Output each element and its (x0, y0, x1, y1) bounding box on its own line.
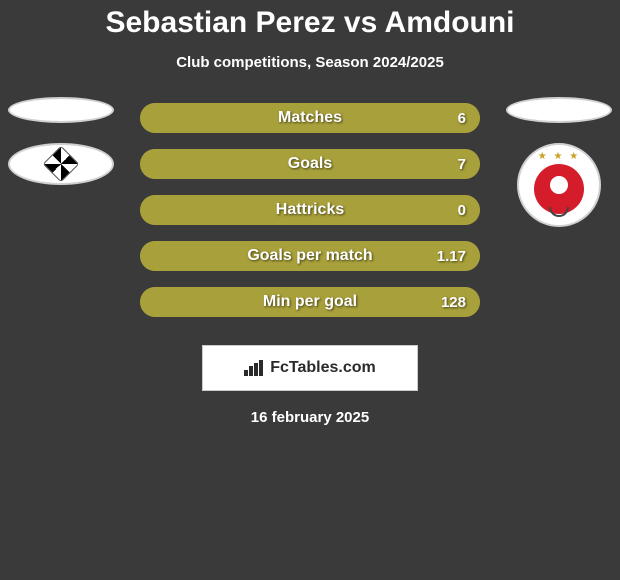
left-badges (8, 97, 114, 185)
stat-bar-matches: Matches 6 (140, 103, 480, 133)
stat-value: 128 (441, 294, 466, 311)
player-placeholder-left (8, 97, 114, 123)
footer-brand-text: FcTables.com (270, 359, 376, 377)
stats-area: Matches 6 Goals 7 Hattricks 0 Goals per … (0, 103, 620, 317)
stat-label: Goals (288, 155, 332, 173)
stat-label: Hattricks (276, 201, 344, 219)
stat-bar-hattricks: Hattricks 0 (140, 195, 480, 225)
stat-label: Min per goal (263, 293, 357, 311)
stat-bar-goals: Goals 7 (140, 149, 480, 179)
benfica-wheel-icon (549, 207, 569, 217)
stat-label: Goals per match (247, 247, 372, 265)
stat-value: 6 (458, 110, 466, 127)
stat-value: 0 (458, 202, 466, 219)
boavista-crest-icon (43, 146, 80, 183)
stat-bars: Matches 6 Goals 7 Hattricks 0 Goals per … (140, 103, 480, 317)
stat-value: 7 (458, 156, 466, 173)
stat-label: Matches (278, 109, 342, 127)
benfica-stars-icon: ★ ★ ★ (538, 151, 580, 162)
player-placeholder-right (506, 97, 612, 123)
comparison-card: Sebastian Perez vs Amdouni Club competit… (0, 0, 620, 426)
stat-bar-goals-per-match: Goals per match 1.17 (140, 241, 480, 271)
subtitle: Club competitions, Season 2024/2025 (176, 54, 444, 71)
club-badge-benfica: ★ ★ ★ (517, 143, 601, 227)
right-badges: ★ ★ ★ (506, 97, 612, 227)
stat-bar-min-per-goal: Min per goal 128 (140, 287, 480, 317)
footer-brand-box: FcTables.com (202, 345, 418, 391)
stat-value: 1.17 (437, 248, 466, 265)
club-badge-boavista (8, 143, 114, 185)
date-text: 16 february 2025 (251, 409, 369, 426)
page-title: Sebastian Perez vs Amdouni (105, 6, 514, 40)
bar-chart-icon (244, 360, 264, 376)
